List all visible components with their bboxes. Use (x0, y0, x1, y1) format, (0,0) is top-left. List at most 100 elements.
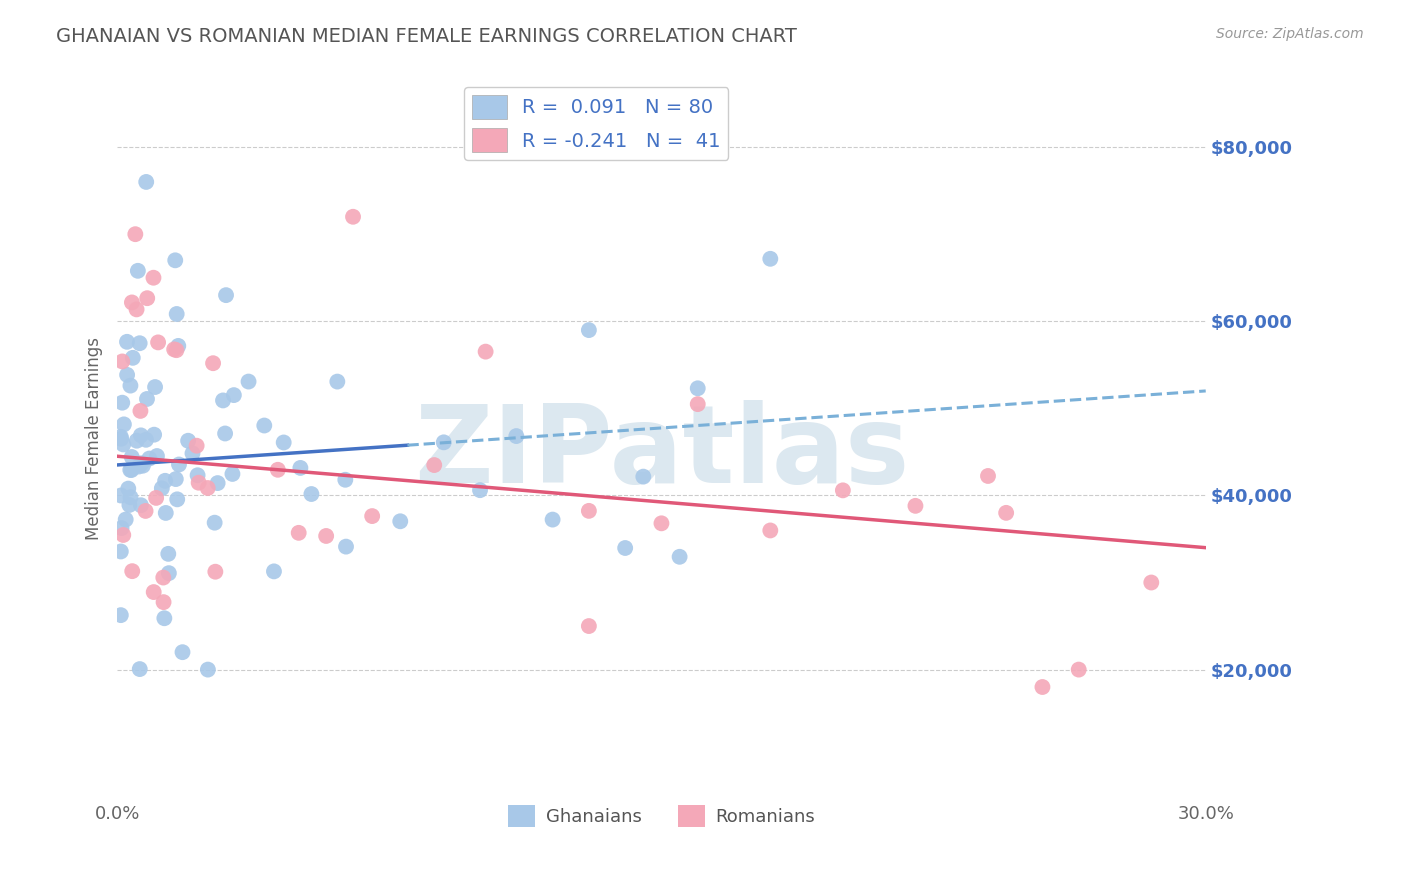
Point (541, 513, 564, 527)
Point (361, 509, 384, 524)
Point (135, 175, 157, 189)
Point (977, 469, 1000, 483)
Point (273, 435, 295, 450)
Point (177, 434, 200, 448)
Point (142, 585, 165, 599)
Point (112, 417, 135, 432)
Point (110, 608, 132, 623)
Point (125, 302, 148, 317)
Point (135, 504, 157, 518)
Point (995, 506, 1018, 520)
Point (167, 339, 190, 353)
Point (263, 565, 285, 579)
Point (204, 516, 226, 530)
Point (1140, 575, 1163, 590)
Point (668, 549, 690, 564)
Point (167, 458, 190, 472)
Point (474, 344, 496, 359)
Point (267, 463, 290, 477)
Point (290, 461, 312, 475)
Point (202, 356, 225, 370)
Point (238, 375, 260, 389)
Point (128, 459, 150, 474)
Point (112, 437, 135, 451)
Point (1067, 663, 1090, 677)
Point (118, 498, 141, 512)
Point (135, 433, 157, 447)
Point (686, 397, 709, 411)
Point (335, 540, 357, 554)
Point (578, 619, 600, 633)
Legend: Ghanaians, Romanians: Ghanaians, Romanians (501, 798, 823, 835)
Point (186, 439, 208, 453)
Point (121, 295, 143, 310)
Point (650, 516, 672, 531)
Point (129, 404, 152, 418)
Point (299, 487, 322, 501)
Point (423, 458, 446, 472)
Point (165, 472, 187, 486)
Point (157, 566, 180, 581)
Point (115, 368, 138, 382)
Point (214, 426, 236, 441)
Text: ZIPatlas: ZIPatlas (413, 401, 910, 507)
Point (112, 528, 135, 542)
Point (197, 481, 219, 495)
Point (136, 291, 159, 305)
Point (157, 547, 180, 561)
Point (165, 343, 187, 358)
Point (120, 463, 142, 477)
Point (335, 473, 357, 487)
Point (120, 490, 142, 504)
Point (121, 564, 143, 578)
Point (165, 253, 187, 268)
Point (187, 475, 209, 490)
Point (110, 432, 132, 446)
Point (129, 498, 152, 512)
Point (253, 418, 276, 433)
Point (759, 524, 782, 538)
Point (153, 474, 176, 488)
Point (142, 270, 165, 285)
Point (110, 544, 132, 558)
Point (197, 663, 219, 677)
Point (389, 514, 412, 528)
Point (120, 378, 142, 392)
Y-axis label: Median Female Earnings: Median Female Earnings (86, 337, 103, 541)
Point (128, 662, 150, 676)
Text: GHANAIAN VS ROMANIAN MEDIAN FEMALE EARNINGS CORRELATION CHART: GHANAIAN VS ROMANIAN MEDIAN FEMALE EARNI… (56, 27, 797, 45)
Point (326, 375, 349, 389)
Point (315, 529, 337, 543)
Point (124, 227, 146, 242)
Point (181, 446, 204, 460)
Point (153, 611, 176, 625)
Point (121, 351, 143, 365)
Point (1031, 680, 1053, 694)
Point (614, 541, 637, 555)
Point (111, 354, 134, 368)
Point (125, 434, 148, 448)
Point (114, 512, 136, 526)
Point (145, 491, 167, 505)
Point (759, 252, 782, 266)
Point (207, 476, 229, 491)
Point (155, 506, 177, 520)
Point (904, 499, 927, 513)
Point (578, 323, 600, 337)
Point (111, 395, 134, 409)
Point (115, 334, 138, 349)
Point (129, 428, 152, 442)
Point (146, 449, 169, 463)
Point (146, 335, 169, 350)
Point (433, 435, 456, 450)
Point (166, 307, 188, 321)
Point (215, 288, 238, 302)
Point (287, 525, 309, 540)
Point (110, 521, 132, 535)
Point (187, 468, 209, 483)
Point (204, 565, 226, 579)
Point (150, 481, 173, 495)
Point (110, 488, 132, 502)
Point (132, 458, 155, 473)
Point (110, 430, 132, 444)
